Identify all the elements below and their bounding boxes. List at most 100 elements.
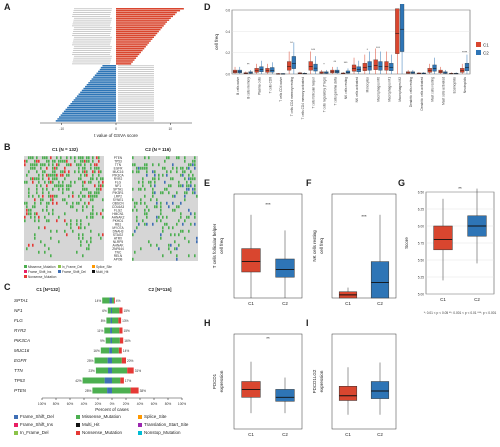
x-tick-label: 100% xyxy=(178,402,186,406)
mutation-cell xyxy=(58,163,60,167)
box-body xyxy=(464,63,470,71)
mutation-cell xyxy=(156,219,158,223)
mutation-cell xyxy=(188,215,190,219)
mutation-cell xyxy=(92,198,94,202)
box-body xyxy=(399,4,405,52)
y-tick-label: 0.0 xyxy=(226,73,231,77)
box-body xyxy=(248,71,253,74)
mutation-cell xyxy=(186,184,188,188)
panel-c-letter: C xyxy=(4,282,11,292)
mutation-cell xyxy=(76,208,78,212)
gsva-bar-c1 xyxy=(116,46,146,48)
mutation-cell xyxy=(92,205,94,209)
mutation-cell xyxy=(156,205,158,209)
category-label: NK cells resting xyxy=(344,77,348,99)
mutation-cell xyxy=(78,201,80,205)
mutation-cell xyxy=(36,163,38,167)
mutation-cell xyxy=(188,240,190,244)
mutation-cell xyxy=(42,208,44,212)
pathway-label-line xyxy=(73,50,111,51)
box-body xyxy=(362,63,367,71)
mutation-cell xyxy=(26,205,28,209)
mutation-cell xyxy=(92,170,94,174)
mutation-cell xyxy=(64,198,66,202)
mutation-cell xyxy=(96,194,98,198)
mutation-cell xyxy=(162,254,164,258)
mutation-cell xyxy=(176,222,178,226)
mutation-cell xyxy=(42,191,44,195)
mutation-cell xyxy=(86,156,88,160)
mutation-cell xyxy=(170,184,172,188)
mutation-cell xyxy=(160,212,162,216)
mutation-cell xyxy=(150,180,152,184)
mutation-cell xyxy=(34,201,36,205)
mutation-cell xyxy=(136,226,138,230)
mutation-cell xyxy=(74,180,76,184)
mutation-cell xyxy=(34,219,36,223)
mutation-cell xyxy=(48,173,50,177)
c2-bar-other xyxy=(113,297,115,304)
gsva-bar-c1 xyxy=(116,38,153,40)
c1-pct-label: 9% xyxy=(100,339,105,343)
pathway-label-line xyxy=(118,67,154,69)
mutation-cell xyxy=(78,177,80,181)
mutation-cell xyxy=(140,247,142,251)
gsva-bar-c2 xyxy=(68,104,116,107)
pathway-label-line xyxy=(118,110,154,112)
mutation-cell xyxy=(196,240,198,244)
mutation-cell xyxy=(98,170,100,174)
gsva-bar-c1 xyxy=(116,21,168,23)
mutation-cell xyxy=(96,187,98,191)
mutation-cell xyxy=(26,173,28,177)
c1-bar-missense xyxy=(106,317,111,324)
mutation-cell xyxy=(42,173,44,177)
mutation-cell xyxy=(160,208,162,212)
mutation-cell xyxy=(60,184,62,188)
mutation-cell xyxy=(78,226,80,230)
mutation-cell xyxy=(146,173,148,177)
c1-pct-label: 28% xyxy=(85,389,92,393)
mutation-cell xyxy=(162,229,164,233)
mutation-cell xyxy=(46,187,48,191)
gsva-bar-c2 xyxy=(65,108,116,111)
gene-label: NF1 xyxy=(115,184,121,188)
mutation-cell xyxy=(166,173,168,177)
mutation-cell xyxy=(140,187,142,191)
mutation-cell xyxy=(70,180,72,184)
y-tick-label: 5.25 xyxy=(418,276,424,280)
gsva-bar-c1 xyxy=(116,40,151,42)
mutation-cell xyxy=(154,205,156,209)
mutation-cell xyxy=(42,194,44,198)
c2-bar-other xyxy=(119,337,124,344)
gsva-bar-c1 xyxy=(116,36,154,39)
mutation-cell xyxy=(148,240,150,244)
c1-header: C1 [N=132] xyxy=(36,287,60,292)
mutation-cell xyxy=(192,191,194,195)
mutation-cell xyxy=(138,222,140,226)
mutation-cell xyxy=(160,205,162,209)
mutation-cell xyxy=(38,215,40,219)
legend-swatch xyxy=(58,265,61,268)
c2-bar-missense xyxy=(112,327,120,334)
x-axis-title: t value of GSVA score xyxy=(94,133,138,138)
mutation-cell xyxy=(164,166,166,170)
gene-label: TTN xyxy=(115,163,122,167)
mutation-cell xyxy=(40,240,42,244)
mutation-cell xyxy=(182,166,184,170)
box-body xyxy=(287,61,292,71)
mutation-cell xyxy=(98,187,100,191)
legend-label: Nonsense_Mutation xyxy=(28,275,57,279)
category-label: T cells follicular helper xyxy=(312,76,316,108)
box-body xyxy=(237,69,242,74)
mutation-cell xyxy=(170,243,172,247)
mutation-cell xyxy=(36,191,38,195)
gsva-bar-c2 xyxy=(98,70,116,73)
mutation-cell xyxy=(100,177,102,181)
mutation-cell xyxy=(84,170,86,174)
gsva-bar-c1 xyxy=(116,51,141,54)
box-body xyxy=(265,68,270,73)
gsva-bar-c1 xyxy=(116,9,181,12)
mutation-cell xyxy=(182,222,184,226)
category-label: T cells gamma delta xyxy=(333,77,337,106)
mutation-cell xyxy=(134,229,136,233)
